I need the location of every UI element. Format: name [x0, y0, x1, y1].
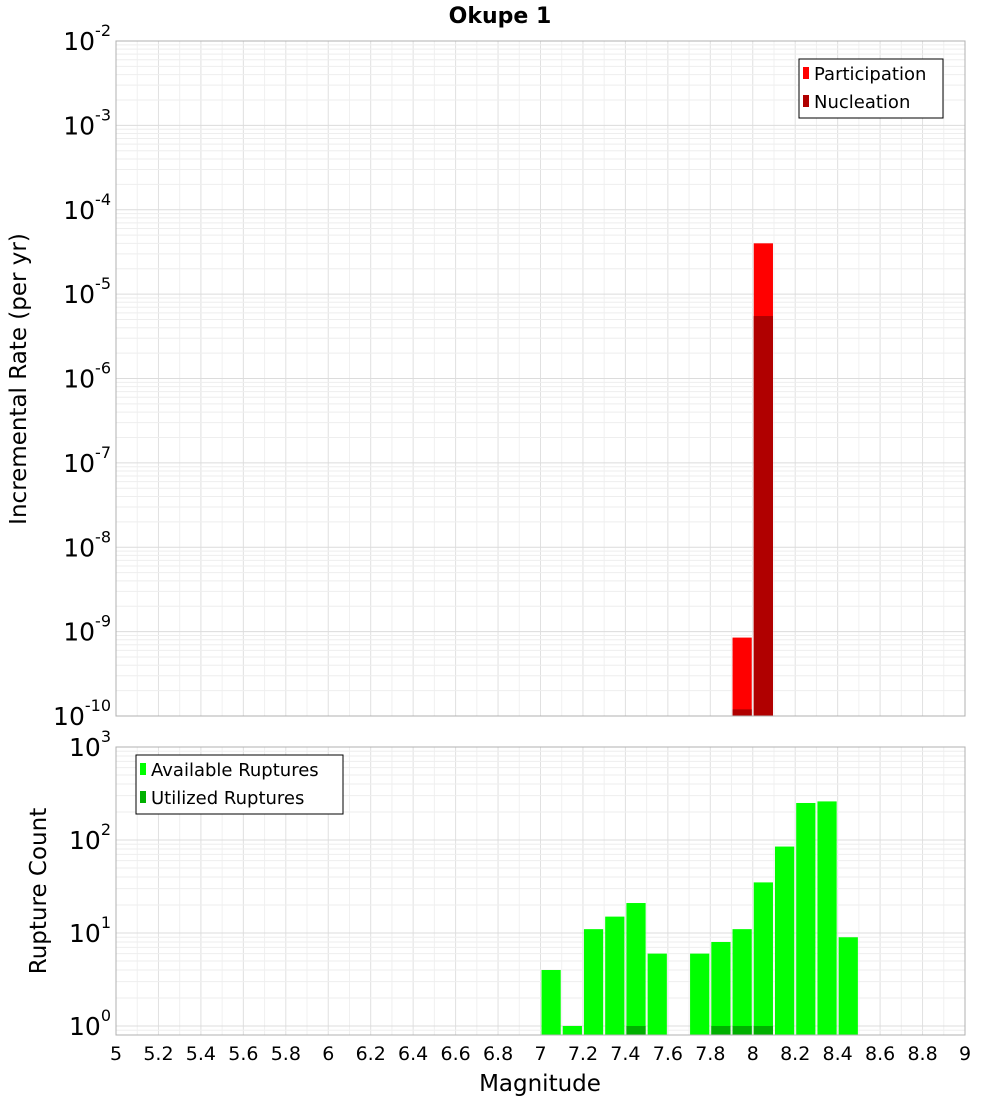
x-tick-label: 5.2	[143, 1043, 173, 1065]
bottom-legend-label: Utilized Ruptures	[151, 788, 304, 809]
x-tick-label: 5	[110, 1043, 122, 1065]
x-tick-label: 8.8	[907, 1043, 937, 1065]
x-tick-label: 6.8	[483, 1043, 513, 1065]
bottom-y-axis-label: Rupture Count	[26, 808, 52, 974]
bottom-bar-primary	[626, 903, 646, 1035]
bottom-legend-label: Available Ruptures	[151, 760, 319, 781]
top-plot-frame	[115, 40, 966, 717]
top-legend-swatch	[803, 95, 809, 107]
x-tick-label: 6.6	[440, 1043, 470, 1065]
chart-title: Okupe 1	[449, 4, 552, 29]
top-y-tick-label: 10-6	[63, 359, 111, 394]
x-tick-label: 9	[959, 1043, 971, 1065]
bottom-bar-primary	[838, 937, 858, 1035]
top-y-tick-label: 10-4	[63, 190, 111, 225]
x-tick-label: 7	[534, 1043, 546, 1065]
x-tick-label: 6.4	[398, 1043, 428, 1065]
bottom-bar-primary	[817, 801, 837, 1035]
x-tick-label: 8	[747, 1043, 759, 1065]
bottom-legend: Available Ruptures Utilized Ruptures	[135, 754, 344, 815]
x-tick-label: 8.6	[865, 1043, 895, 1065]
bottom-legend-box	[135, 754, 344, 815]
bottom-y-tick-label: 100	[69, 1006, 111, 1041]
x-tick-label: 6	[322, 1043, 334, 1065]
top-y-tick-label: 10-9	[63, 612, 111, 647]
top-bar-primary	[732, 637, 752, 716]
bottom-bar-primary	[583, 929, 604, 1035]
x-tick-label: 8.4	[823, 1043, 853, 1065]
bottom-bar-primary	[711, 942, 731, 1035]
top-legend-box	[798, 58, 944, 119]
bottom-legend-swatch	[140, 791, 146, 803]
bottom-bar-secondary	[711, 1025, 731, 1035]
top-bar-secondary	[753, 316, 773, 716]
top-legend-swatch	[803, 67, 809, 79]
top-y-tick-label: 10-10	[53, 696, 111, 731]
bottom-bar-secondary	[732, 1025, 752, 1035]
x-tick-label: 7.4	[610, 1043, 640, 1065]
x-tick-label: 8.2	[780, 1043, 810, 1065]
x-tick-label: 7.6	[653, 1043, 683, 1065]
x-tick-label: 7.8	[695, 1043, 725, 1065]
x-tick-label: 5.6	[228, 1043, 258, 1065]
top-y-tick-label: 10-8	[63, 527, 111, 562]
x-tick-label: 5.4	[186, 1043, 216, 1065]
top-y-tick-label: 10-3	[63, 105, 111, 140]
x-tick-label: 6.2	[356, 1043, 386, 1065]
x-axis-label: Magnitude	[479, 1071, 601, 1097]
bottom-bar-secondary	[626, 1025, 646, 1035]
bottom-bar-primary	[605, 916, 625, 1035]
top-bar-secondary	[732, 709, 752, 716]
top-y-axis-label: Incremental Rate (per yr)	[6, 233, 32, 525]
bottom-y-tick-label: 101	[69, 913, 111, 948]
bottom-bar-primary	[796, 802, 816, 1035]
top-y-tick-label: 10-2	[63, 21, 111, 56]
bottom-bar-primary	[562, 1025, 582, 1035]
bottom-bar-primary	[753, 882, 773, 1035]
bottom-bar-primary	[774, 846, 795, 1035]
top-legend-label: Participation	[814, 64, 926, 85]
bottom-bar-secondary	[753, 1025, 773, 1035]
x-tick-label: 5.8	[271, 1043, 301, 1065]
bottom-bar-primary	[690, 953, 710, 1035]
bottom-legend-swatch	[140, 763, 146, 775]
bottom-plot-frame	[115, 746, 966, 1036]
bottom-y-tick-label: 103	[69, 727, 111, 762]
x-tick-label: 7.2	[568, 1043, 598, 1065]
bottom-bar-primary	[732, 929, 752, 1035]
top-y-tick-label: 10-7	[63, 443, 111, 478]
plot-layer: 10-10 10-9 10-8 10-7 10-6 10-5 10-4 10-3 10-2 Par…	[53, 21, 971, 1065]
top-legend: Participation Nucleation	[798, 58, 944, 119]
bottom-y-tick-label: 102	[69, 820, 111, 855]
bottom-bar-primary	[541, 969, 561, 1035]
bottom-bar-primary	[647, 953, 667, 1035]
top-legend-label: Nucleation	[814, 92, 910, 113]
top-y-tick-label: 10-5	[63, 274, 111, 309]
